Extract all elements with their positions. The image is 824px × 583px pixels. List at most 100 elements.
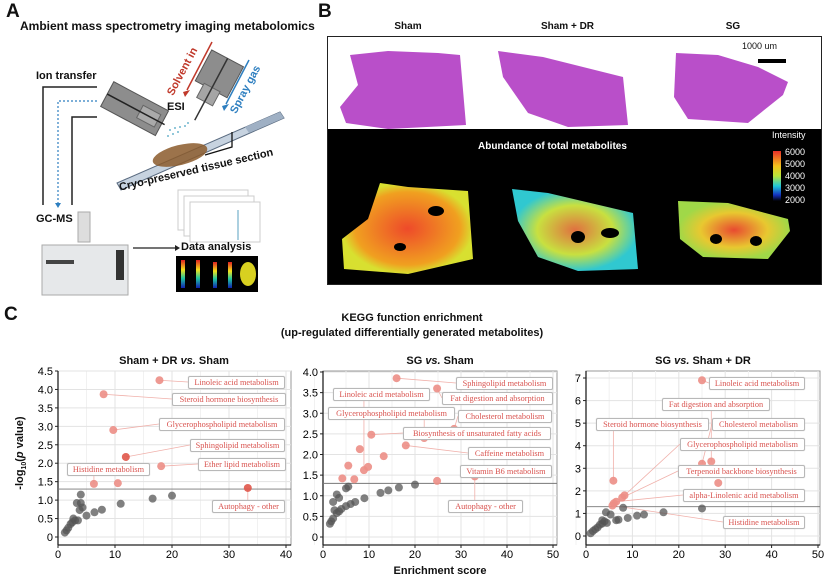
data-point-nonsignificant	[342, 484, 350, 493]
arrow-head-icon	[55, 203, 61, 208]
x-tick-label: 30	[455, 549, 467, 561]
data-point-significant	[243, 483, 252, 492]
pathway-annotation: Steroid hormone biosynthesis	[172, 393, 286, 406]
data-point-significant	[618, 493, 627, 502]
intensity-colorbar	[773, 151, 781, 201]
x-tick-label: 0	[55, 549, 61, 561]
tissue-section	[152, 143, 208, 167]
tissue-image-panel: 1000 um Abundance of total metabolites I…	[327, 36, 822, 285]
scale-bar-label: 1000 um	[742, 41, 778, 51]
column-header-sham: Sham	[394, 21, 422, 32]
pathway-annotation: Cholesterol metabolism	[458, 410, 552, 423]
x-tick-label: 30	[223, 549, 235, 561]
data-point-significant	[401, 441, 410, 450]
x-tick-label: 0	[320, 549, 326, 561]
data-point-significant	[155, 376, 164, 385]
data-point-significant	[157, 462, 166, 471]
pathway-annotation: Sphingolipid metabolism	[190, 439, 285, 452]
kegg-subtitle: (up-regulated differentially generated m…	[280, 327, 544, 339]
he-stained-sections	[340, 51, 788, 129]
heatmap-sham	[342, 183, 473, 274]
y-tick-label: 0.5	[38, 514, 53, 526]
return-line	[71, 116, 97, 205]
column-header-sham-dr: Sham + DR	[540, 21, 595, 32]
y-tick-label: 0	[312, 532, 318, 544]
x-tick-label: 40	[765, 549, 777, 561]
spectra-stack-icon	[177, 189, 261, 243]
y-tick-label: 2.0	[38, 458, 53, 470]
he-stain-row: 1000 um	[328, 37, 821, 129]
colorbar-tick: 5000	[785, 159, 806, 169]
annotation-leader-line	[396, 377, 457, 384]
y-tick-label: 1.5	[38, 477, 53, 489]
y-tick-label: 1	[575, 508, 581, 520]
xy-stage-arrows-icon	[204, 132, 233, 156]
pathway-annotation: Glycerophospholipid metabolism	[680, 438, 805, 451]
gc-ms-label: GC-MS	[36, 213, 73, 225]
y-tick-label: 7	[575, 373, 581, 385]
data-point-nonsignificant	[330, 506, 339, 515]
pathway-annotation: alpha-Linolenic acid metabolism	[683, 489, 805, 502]
data-analysis-label: Data analysis	[181, 241, 252, 253]
pathway-annotation: Linoleic acid metabolism	[709, 377, 805, 390]
heatmap-sham-dr	[512, 189, 638, 271]
pathway-annotation: Autophagy - other	[212, 500, 285, 513]
y-tick-label: 3.5	[38, 403, 53, 415]
colorbar-tick: 6000	[785, 147, 806, 157]
he-section-sham	[340, 51, 466, 129]
data-point-significant	[367, 430, 376, 439]
data-point-significant	[379, 452, 388, 461]
pathway-annotation: Biosynthesis of unsaturated fatty acids	[403, 427, 551, 440]
pathway-annotation: Histidine metabolism	[723, 516, 805, 529]
y-tick-label: 3.5	[303, 388, 318, 400]
heatmap-sg	[678, 201, 790, 259]
data-point-nonsignificant	[325, 519, 334, 528]
data-point-nonsignificant	[335, 493, 344, 502]
plot-3-title: SG vs. Sham + DR	[655, 355, 751, 367]
data-point-nonsignificant	[60, 528, 69, 537]
y-tick-label: 2	[575, 486, 581, 498]
data-point-nonsignificant	[619, 503, 628, 512]
data-point-significant	[113, 479, 122, 488]
data-point-nonsignificant	[76, 490, 85, 499]
pathway-annotation: Glycerophospholipid metabolism	[328, 407, 455, 420]
data-point-nonsignificant	[384, 486, 393, 495]
data-point-significant	[609, 476, 618, 485]
pathway-annotation: Cholesterol metabolism	[712, 418, 805, 431]
data-point-significant	[109, 426, 118, 435]
x-axis-label: Enrichment score	[393, 565, 487, 577]
ms-imaging-schematic	[41, 41, 285, 296]
data-point-significant	[338, 474, 347, 483]
x-tick-label: 40	[280, 549, 292, 561]
data-point-nonsignificant	[148, 494, 157, 503]
data-point-significant	[433, 384, 442, 393]
x-tick-label: 10	[109, 549, 121, 561]
data-point-nonsignificant	[698, 504, 706, 513]
data-point-significant	[698, 376, 706, 385]
ion-flow-dashed-line	[57, 100, 97, 205]
annotation-leader-line	[612, 505, 724, 523]
ion-transfer-capillary-icon	[99, 81, 170, 137]
data-point-nonsignificant	[75, 506, 84, 515]
data-point-nonsignificant	[640, 510, 648, 519]
data-point-nonsignificant	[659, 508, 668, 517]
annotation-leader-line	[125, 444, 191, 458]
data-point-nonsignificant	[623, 513, 632, 522]
pathway-annotation: Autophagy - other	[448, 500, 523, 513]
y-tick-label: 5	[575, 418, 581, 430]
y-tick-label: 1.0	[303, 491, 318, 503]
he-section-sham-dr	[498, 51, 628, 127]
pathway-annotation: Terpenoid backbone biosynthesis	[678, 465, 805, 478]
data-point-nonsignificant	[606, 510, 615, 519]
data-point-nonsignificant	[612, 516, 621, 525]
data-point-nonsignificant	[586, 529, 595, 538]
pathway-annotation: Fat digestion and absorption	[442, 392, 553, 405]
scale-bar	[758, 59, 786, 63]
x-tick-label: 20	[673, 549, 685, 561]
colorbar-tick: 4000	[785, 171, 806, 181]
plot-1-title: Sham + DR vs. Sham	[119, 355, 229, 367]
data-point-significant	[89, 479, 98, 488]
y-tick-label: 4.0	[303, 367, 318, 379]
ion-transfer-label: Ion transfer	[36, 70, 97, 82]
pathway-annotation: Histidine metabolism	[67, 463, 150, 476]
